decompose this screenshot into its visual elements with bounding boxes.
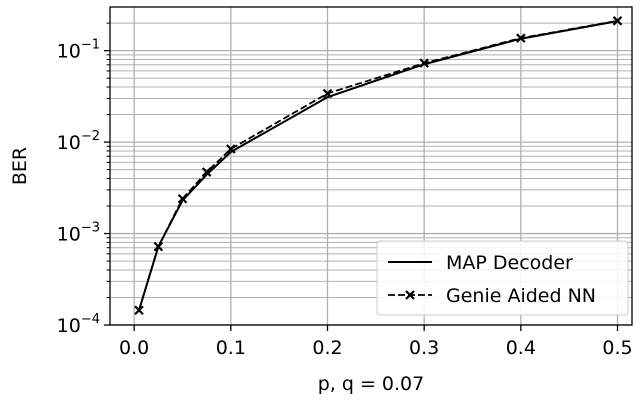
marker-stroke [226,144,236,154]
y-tick-label: 10−4 [57,312,100,337]
y-tick-label: 10−2 [57,129,100,154]
legend: MAP Decoder Genie Aided NN [376,240,629,316]
x-tick-label: 0.5 [602,337,632,359]
data-point-marker [226,144,236,154]
data-point-marker [322,88,333,99]
x-tick-label: 0.0 [119,337,149,359]
data-point-marker [201,167,212,177]
data-point-marker [419,58,429,68]
data-point-marker [153,241,164,252]
x-tick-label: 0.4 [506,337,536,359]
legend-label: Genie Aided NN [446,285,596,307]
y-axis-label: BER [9,147,31,185]
x-tick-label: 0.1 [216,337,246,359]
marker-stroke [201,167,212,177]
y-tick-label: 10−3 [57,221,100,246]
x-tick-label: 0.3 [409,337,439,359]
data-point-marker [612,16,623,26]
data-point-marker [516,33,526,43]
data-point-marker [134,305,144,316]
marker-stroke [153,241,164,252]
data-point-marker [177,193,188,204]
y-tick-label: 10−1 [57,38,100,63]
legend-label: MAP Decoder [446,252,573,274]
marker-stroke [405,290,415,300]
marker-stroke [419,58,429,68]
marker-stroke [516,33,526,43]
x-tick-label: 0.2 [312,337,342,359]
legend-box [376,240,629,316]
plot-series [134,16,623,316]
axis-ticks: 0.0 0.1 0.2 0.3 0.4 0.5 10−4 10−3 10−2 10−1 [57,22,633,359]
plot-area-frame [109,6,633,326]
marker-stroke [134,305,144,316]
marker-stroke [612,16,623,26]
series-line-genie-aided-nn [138,19,618,311]
marker-stroke [322,88,333,99]
x-axis-label: p, q = 0.07 [318,373,425,395]
legend-marker [405,290,415,300]
marker-stroke [177,193,188,204]
